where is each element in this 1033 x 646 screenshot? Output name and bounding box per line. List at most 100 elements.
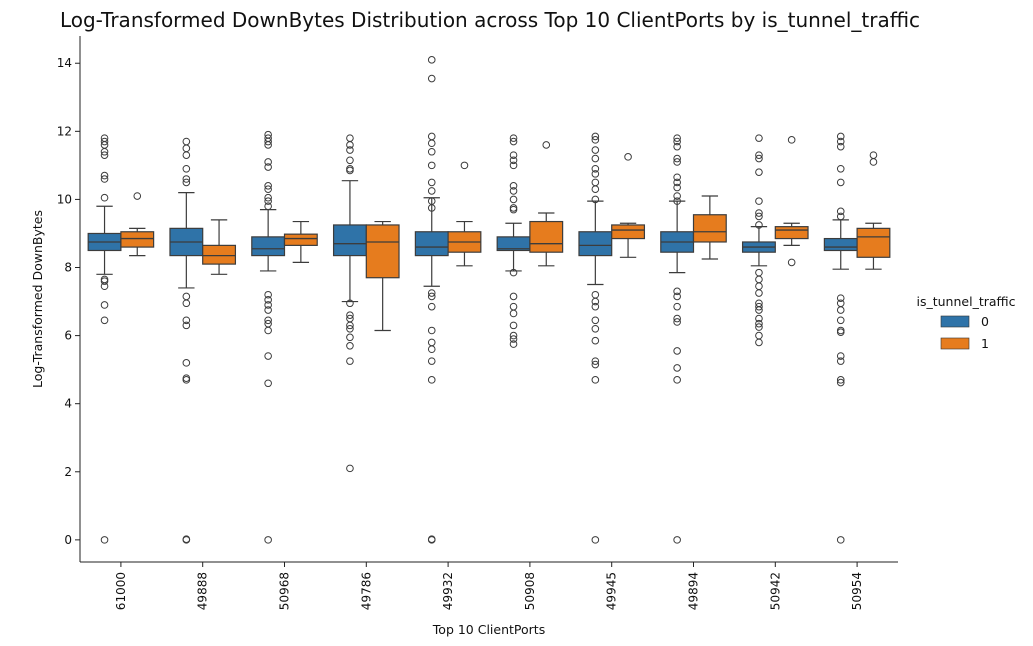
flier-point: [673, 302, 681, 311]
legend-swatch-0: [940, 315, 970, 328]
x-tick-label: 49786: [359, 572, 373, 610]
box-iqr: [529, 220, 564, 253]
flier-point: [264, 163, 272, 171]
flier-point: [264, 306, 272, 314]
flier-point: [591, 290, 600, 299]
y-tick-label: 12: [57, 124, 72, 138]
flier-point: [182, 376, 191, 384]
flier-point: [100, 175, 109, 183]
flier-point: [755, 338, 763, 347]
flier-point: [346, 134, 354, 142]
flier-point: [591, 170, 600, 178]
flier-point: [755, 306, 763, 314]
flier-point: [100, 193, 109, 202]
flier-point: [755, 314, 763, 323]
x-tick-label: 49894: [687, 572, 701, 610]
flier-point: [427, 147, 436, 156]
flier-point: [182, 321, 191, 330]
flier-point: [836, 376, 845, 384]
flier-point: [182, 359, 191, 367]
flier-point: [346, 464, 354, 473]
box-iqr: [202, 244, 237, 265]
box-iqr: [332, 224, 367, 257]
flier-point: [427, 74, 436, 83]
flier-point: [427, 338, 436, 347]
flier-point: [591, 154, 600, 163]
flier-point: [182, 299, 191, 308]
box-iqr: [283, 233, 318, 246]
flier-point: [673, 364, 681, 372]
flier-point: [100, 277, 109, 285]
box-group: [856, 151, 891, 270]
flier-point: [755, 209, 763, 217]
flier-point: [755, 323, 763, 331]
x-tick-label: 49888: [196, 572, 210, 610]
flier-point: [427, 204, 436, 212]
flier-point: [100, 282, 109, 291]
flier-point: [100, 171, 109, 180]
chart-title: Log-Transformed DownBytes Distribution a…: [60, 8, 920, 32]
y-tick-label: 14: [57, 56, 72, 70]
flier-point: [836, 328, 845, 336]
box-group: [414, 56, 449, 544]
flier-point: [755, 151, 763, 159]
flier-point: [787, 258, 796, 267]
flier-point: [673, 142, 681, 151]
x-tick-label: 50968: [278, 572, 292, 610]
flier-point: [591, 164, 600, 173]
flier-point: [346, 321, 354, 330]
flier-point: [836, 178, 845, 187]
legend-swatch-1: [940, 337, 970, 350]
flier-point: [509, 187, 518, 195]
flier-point: [755, 168, 763, 176]
flier-point: [182, 144, 191, 153]
y-tick-label: 0: [64, 533, 72, 547]
flier-point: [673, 197, 681, 205]
flier-point: [346, 166, 354, 175]
flier-point: [100, 536, 109, 544]
flier-point: [346, 299, 354, 308]
flier-point: [836, 294, 845, 302]
flier-point: [755, 282, 763, 291]
flier-point: [182, 151, 191, 159]
flier-point: [264, 137, 272, 146]
flier-point: [427, 302, 436, 311]
flier-point: [836, 536, 845, 544]
flier-point: [346, 324, 354, 333]
flier-point: [264, 193, 272, 202]
flier-point: [836, 207, 845, 216]
flier-point: [133, 192, 142, 200]
flier-point: [427, 357, 436, 365]
flier-point: [836, 357, 845, 365]
flier-point: [591, 185, 600, 194]
flier-point: [509, 309, 518, 318]
flier-point: [264, 197, 272, 205]
flier-point: [755, 212, 763, 221]
x-tick-label: 49945: [605, 572, 619, 610]
flier-point: [427, 187, 436, 195]
flier-point: [427, 326, 436, 335]
box-group: [529, 141, 564, 267]
flier-point: [836, 352, 845, 360]
flier-point: [755, 221, 763, 229]
flier-point: [836, 142, 845, 151]
flier-point: [509, 321, 518, 330]
flier-point: [427, 376, 436, 384]
x-axis-label: Top 10 ClientPorts: [432, 622, 545, 637]
box-iqr: [611, 224, 646, 240]
flier-point: [427, 178, 436, 187]
flier-point: [346, 357, 354, 365]
flier-point: [591, 302, 600, 311]
flier-point: [346, 146, 354, 154]
flier-point: [673, 347, 681, 355]
flier-point: [836, 378, 845, 387]
box-group: [578, 132, 613, 544]
flier-point: [509, 292, 518, 301]
flier-point: [673, 134, 681, 142]
flier-point: [427, 139, 436, 148]
flier-point: [542, 141, 551, 149]
box-group: [611, 153, 646, 258]
flier-point: [509, 181, 518, 190]
flier-point: [591, 146, 600, 154]
